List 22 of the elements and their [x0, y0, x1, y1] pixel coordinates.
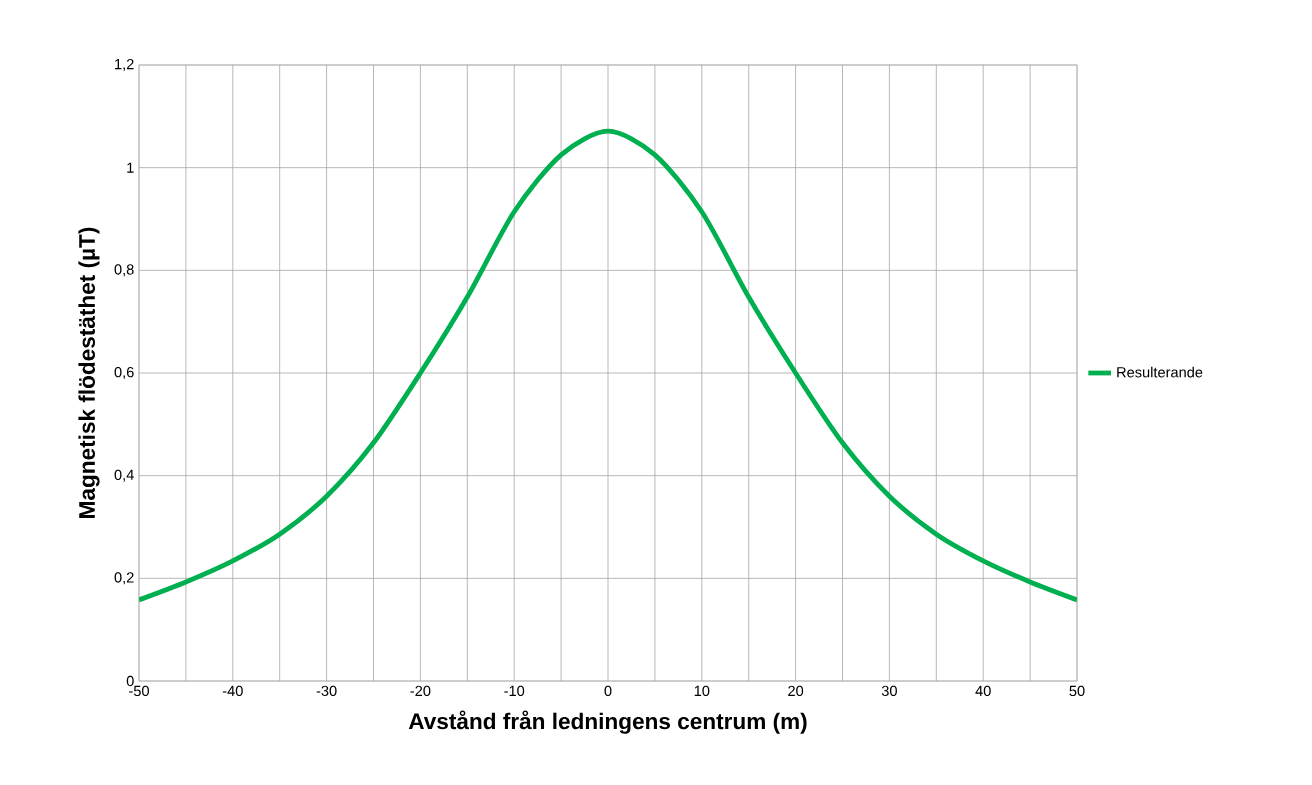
x-tick-label: -40: [222, 685, 243, 697]
x-tick-label: -30: [316, 685, 337, 697]
y-axis-title: Magnetisk flödestäthet (µT): [78, 227, 100, 518]
y-tick-label: 0,2: [114, 572, 134, 585]
x-tick-label: 20: [788, 685, 804, 697]
x-tick-label: -10: [504, 685, 525, 697]
x-tick-label: 50: [1069, 685, 1085, 697]
y-tick-label: 1: [127, 162, 134, 173]
x-tick-label: -50: [129, 685, 149, 697]
y-tick-label: 0,8: [114, 264, 134, 277]
x-tick-label: 10: [694, 685, 710, 697]
x-tick-label: 30: [881, 685, 897, 697]
x-axis-title: Avstånd från ledningens centrum (m): [408, 710, 807, 734]
legend-label: Resulterande: [1117, 366, 1203, 378]
y-tick-label: 0,6: [114, 366, 134, 380]
x-tick-label: 40: [975, 685, 991, 697]
y-tick-label: 0: [126, 675, 134, 687]
y-tick-label: 1,2: [115, 58, 134, 72]
y-tick-label: 0,4: [114, 469, 134, 482]
line-series: [139, 128, 1077, 603]
x-tick-label: -20: [410, 685, 431, 697]
x-tick-label: 0: [604, 685, 612, 697]
